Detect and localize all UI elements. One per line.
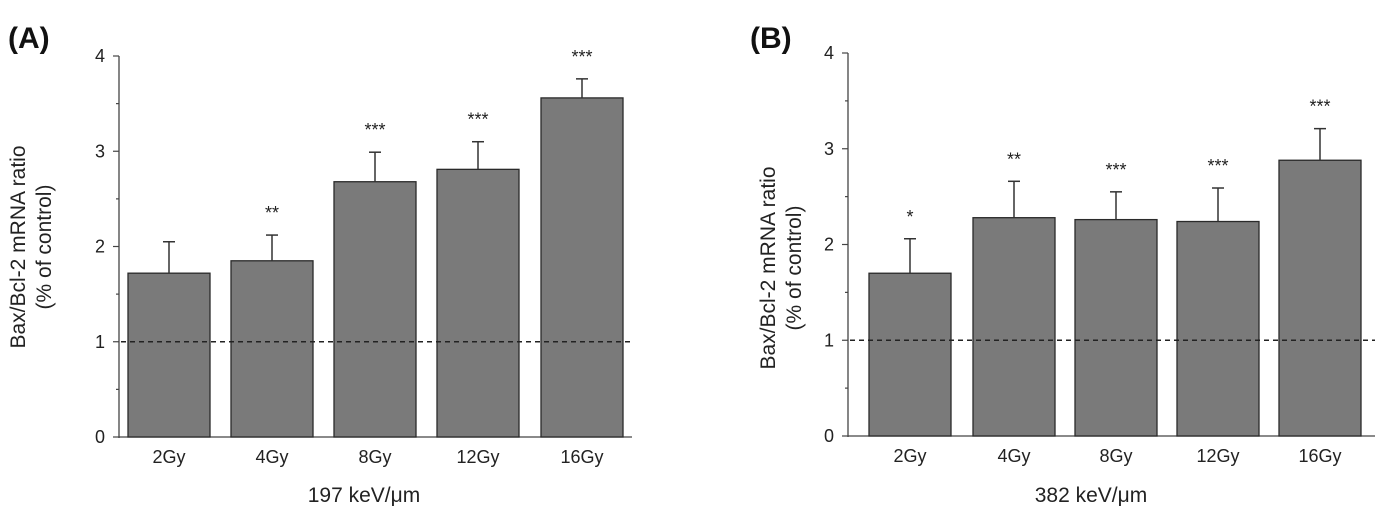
y-tick-label: 0 — [95, 427, 105, 447]
chart-panel-b: (B) 0 1 2 3 4 * 2Gy ** 4Gy *** 8Gy *** 12Gy *** 16Gy 382… — [750, 22, 1375, 507]
significance-label: ** — [1007, 149, 1021, 169]
y-tick-label: 4 — [95, 46, 105, 66]
y-tick-label: 1 — [824, 330, 834, 350]
significance-label: *** — [1105, 160, 1126, 180]
bar — [1278, 159, 1362, 437]
y-axis-label-line2: (% of control) — [783, 206, 806, 331]
y-axis-label-line1: Bax/Bcl-2 mRNA ratio — [757, 166, 780, 369]
bar — [127, 272, 211, 438]
panel-label: (B) — [750, 22, 792, 55]
x-tick-label: 2Gy — [893, 446, 926, 466]
chart-panel-a: (A) 0 1 2 3 4 2Gy ** 4Gy *** 8Gy *** 12Gy *** 16Gy 197 … — [7, 22, 632, 507]
significance-label: *** — [1207, 156, 1228, 176]
x-tick-label: 12Gy — [456, 447, 499, 467]
x-tick-label: 16Gy — [1298, 446, 1341, 466]
bar — [333, 181, 417, 438]
bar — [540, 97, 624, 438]
x-axis-label: 382 keV/μm — [1035, 484, 1148, 507]
bar — [1176, 220, 1260, 437]
significance-label: *** — [364, 120, 385, 140]
significance-label: *** — [1309, 97, 1330, 117]
panel-label: (A) — [8, 22, 50, 55]
significance-label: *** — [467, 110, 488, 130]
x-tick-label: 4Gy — [997, 446, 1030, 466]
bar — [436, 168, 520, 438]
y-tick-label: 3 — [824, 139, 834, 159]
y-axis-label-line1: Bax/Bcl-2 mRNA ratio — [7, 145, 30, 348]
y-tick-label: 4 — [824, 43, 834, 63]
bar — [868, 272, 952, 437]
y-tick-label: 2 — [95, 237, 105, 257]
y-axis-label: Bax/Bcl-2 mRNA ratio (% of control) — [757, 166, 806, 369]
y-tick-label: 0 — [824, 426, 834, 446]
x-tick-label: 8Gy — [1099, 446, 1132, 466]
x-axis-label: 197 keV/μm — [308, 484, 421, 507]
x-tick-label: 8Gy — [358, 447, 391, 467]
y-tick-label: 3 — [95, 141, 105, 161]
bar — [230, 260, 314, 438]
bar — [972, 217, 1056, 437]
x-tick-label: 12Gy — [1196, 446, 1239, 466]
y-axis-label: Bax/Bcl-2 mRNA ratio (% of control) — [7, 145, 56, 348]
significance-label: ** — [265, 203, 279, 223]
x-tick-label: 4Gy — [255, 447, 288, 467]
y-tick-label: 1 — [95, 332, 105, 352]
y-axis-label-line2: (% of control) — [33, 185, 56, 310]
bar — [1074, 218, 1158, 437]
y-tick-label: 2 — [824, 235, 834, 255]
x-tick-label: 2Gy — [152, 447, 185, 467]
x-tick-label: 16Gy — [560, 447, 603, 467]
significance-label: *** — [571, 47, 592, 67]
significance-label: * — [906, 207, 913, 227]
